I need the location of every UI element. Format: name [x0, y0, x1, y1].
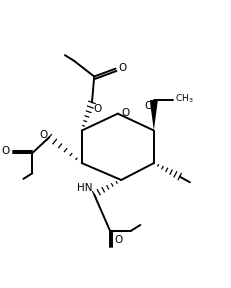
Text: O: O	[93, 104, 101, 114]
Text: O: O	[2, 146, 10, 156]
Text: O: O	[121, 107, 129, 118]
Text: O: O	[118, 62, 127, 73]
Text: O: O	[39, 130, 47, 141]
Text: CH$_3$: CH$_3$	[175, 93, 193, 105]
Text: O: O	[114, 235, 122, 245]
Text: O: O	[144, 101, 153, 111]
Text: HN: HN	[77, 183, 92, 193]
Polygon shape	[150, 100, 158, 130]
